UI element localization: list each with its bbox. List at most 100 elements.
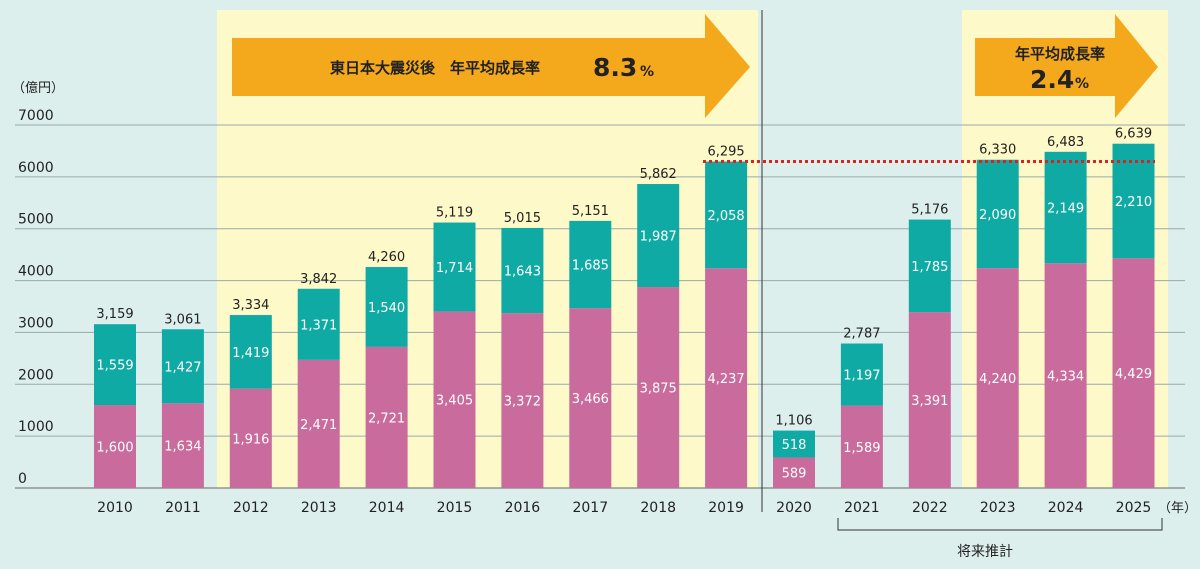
y-tick-label: 6000: [18, 160, 54, 176]
value-label-lower: 589: [782, 467, 807, 482]
bar-segment-upper: [297, 288, 340, 360]
value-label-upper: 2,210: [1115, 195, 1152, 210]
bar-segment-lower: [161, 403, 204, 488]
y-tick-label: 3000: [18, 315, 54, 331]
forecast-label: 将来推計: [957, 544, 1013, 560]
bar-segment-upper: [637, 184, 680, 288]
x-tick-label: 2023: [980, 500, 1016, 516]
bar-segment-upper: [705, 161, 748, 269]
value-label-upper: 1,371: [300, 318, 337, 333]
growth-arrow-1: [232, 14, 750, 118]
value-label-upper: 1,685: [572, 259, 609, 274]
x-tick-label: 2014: [369, 500, 405, 516]
value-label-upper: 1,785: [911, 260, 948, 275]
arrow1-pct: %: [640, 64, 654, 80]
bar-segment-lower: [773, 457, 815, 488]
value-label-upper: 1,643: [504, 265, 541, 280]
value-label-lower: 3,391: [911, 394, 948, 409]
x-tick-label: 2017: [572, 500, 608, 516]
value-label-lower: 3,405: [436, 394, 473, 409]
bar-segment-upper: [433, 222, 476, 312]
x-tick-label: 2021: [844, 500, 880, 516]
value-label-upper: 1,987: [640, 230, 677, 245]
bar-segment-upper: [569, 220, 612, 309]
bar-segment-lower: [637, 287, 680, 488]
x-tick-label: 2015: [437, 500, 473, 516]
x-tick-label: 2010: [97, 500, 133, 516]
arrow1-text: 東日本大震災後 年平均成長率: [330, 59, 540, 77]
x-tick-label: 2024: [1048, 500, 1084, 516]
value-label-upper: 1,559: [96, 359, 133, 374]
bar-segment-upper: [840, 343, 883, 406]
value-label-lower: 2,471: [300, 418, 337, 433]
y-tick-label: 5000: [18, 212, 54, 228]
value-label-lower: 4,334: [1047, 370, 1084, 385]
bar-segment-lower: [569, 308, 612, 488]
value-label-lower: 3,372: [504, 395, 541, 410]
bar-segment-upper: [229, 315, 272, 389]
total-label: 6,330: [979, 143, 1016, 158]
bar-segment-upper: [908, 219, 951, 313]
value-label-lower: 4,237: [707, 372, 744, 387]
total-label: 6,295: [707, 145, 744, 160]
value-label-lower: 3,875: [640, 382, 677, 397]
total-label: 6,483: [1047, 135, 1084, 150]
value-label-upper: 2,090: [979, 208, 1016, 223]
x-tick-label: 2013: [301, 500, 337, 516]
value-label-lower: 1,600: [96, 441, 133, 456]
value-label-lower: 2,721: [368, 411, 405, 426]
value-label-lower: 3,466: [572, 392, 609, 407]
bar-segment-lower: [501, 313, 544, 488]
value-label-lower: 1,634: [164, 440, 201, 455]
bar-segment-upper: [94, 324, 136, 406]
total-label: 4,260: [368, 250, 405, 265]
y-tick-label: 1000: [18, 419, 54, 435]
bar-segment-lower: [840, 405, 883, 488]
value-label-upper: 2,058: [707, 209, 744, 224]
arrow2-pct: %: [1075, 76, 1089, 92]
arrow2-value: 2.4: [1030, 65, 1074, 94]
bar-segment-upper: [501, 227, 544, 314]
bar-segment-lower: [976, 268, 1019, 488]
y-tick-label: 0: [18, 471, 27, 487]
bar-segment-lower: [908, 312, 951, 488]
value-label-upper: 1,714: [436, 261, 473, 276]
x-tick-label: 2020: [776, 500, 812, 516]
value-label-upper: 1,419: [232, 346, 269, 361]
total-label: 5,151: [572, 204, 609, 219]
value-label-upper: 1,540: [368, 301, 405, 316]
bar-segment-lower: [1044, 263, 1087, 488]
y-tick-label: 7000: [18, 108, 54, 124]
bar-segment-lower: [365, 346, 408, 488]
value-label-lower: 1,916: [232, 432, 269, 447]
x-tick-label: 2018: [640, 500, 676, 516]
growth-arrow-2: [975, 14, 1158, 118]
arrow1-value: 8.3: [593, 53, 637, 82]
bar-segment-upper: [976, 159, 1019, 269]
value-label-upper: 2,149: [1047, 202, 1084, 217]
value-label-upper: 518: [782, 438, 807, 453]
bar-segment-lower: [1112, 258, 1155, 488]
bar-segment-upper: [773, 430, 815, 458]
total-label: 3,842: [300, 272, 337, 287]
value-label-lower: 1,589: [843, 441, 880, 456]
total-label: 6,639: [1115, 127, 1152, 142]
y-tick-label: 4000: [18, 264, 54, 280]
total-label: 3,334: [232, 298, 269, 313]
bar-segment-upper: [1044, 151, 1087, 264]
bar-segment-lower: [297, 359, 340, 488]
value-label-lower: 4,240: [979, 372, 1016, 387]
total-label: 5,862: [640, 167, 677, 182]
total-label: 1,106: [775, 414, 812, 429]
total-label: 5,176: [911, 203, 948, 218]
total-label: 5,119: [436, 206, 473, 221]
bar-segment-lower: [229, 388, 272, 488]
total-label: 3,159: [96, 307, 133, 322]
y-tick-label: 2000: [18, 367, 54, 383]
y-unit-label: （億円）: [12, 80, 64, 96]
total-label: 3,061: [164, 312, 201, 327]
arrow2-text: 年平均成長率: [1015, 45, 1105, 63]
forecast-bracket: [837, 518, 1163, 531]
bar-segment-lower: [94, 405, 136, 488]
